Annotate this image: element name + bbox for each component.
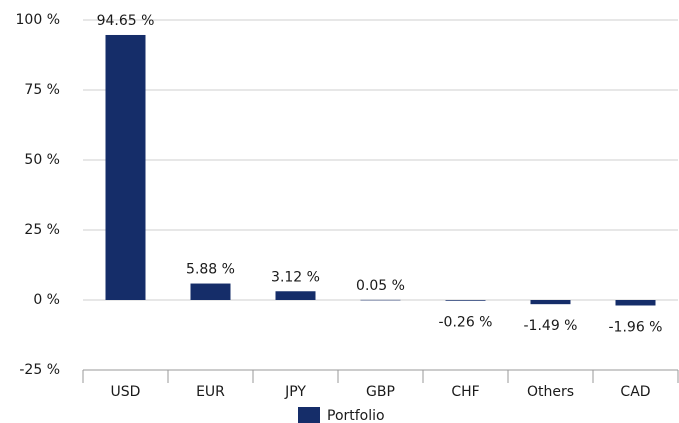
x-tick-label: Others [527, 384, 574, 400]
data-label: -0.26 % [439, 315, 493, 331]
bar [275, 291, 316, 300]
data-label: 3.12 % [271, 269, 320, 285]
y-tick-label: 0 % [33, 292, 60, 308]
y-tick-label: 100 % [16, 12, 60, 28]
data-label: -1.96 % [609, 319, 663, 335]
bar [445, 300, 486, 301]
bar [360, 299, 401, 301]
x-tick-label: CAD [620, 384, 650, 400]
x-tick-label: EUR [196, 384, 225, 400]
y-tick-label: 50 % [24, 152, 60, 168]
x-tick-label: CHF [451, 384, 479, 400]
y-tick-label: 75 % [24, 82, 60, 98]
x-tick-label: USD [111, 384, 141, 400]
legend-swatch [298, 407, 320, 423]
bar [105, 34, 146, 300]
data-label: 0.05 % [356, 278, 405, 294]
data-label: -1.49 % [524, 318, 578, 334]
x-tick-label: GBP [366, 384, 395, 400]
bar [190, 283, 231, 300]
data-label: 94.65 % [97, 13, 155, 29]
x-tick-label: JPY [284, 384, 306, 400]
bar [615, 300, 656, 306]
data-label: 5.88 % [186, 262, 235, 278]
bar [530, 300, 571, 305]
y-tick-label: -25 % [19, 362, 60, 378]
y-tick-label: 25 % [24, 222, 60, 238]
legend-label: Portfolio [327, 408, 385, 423]
